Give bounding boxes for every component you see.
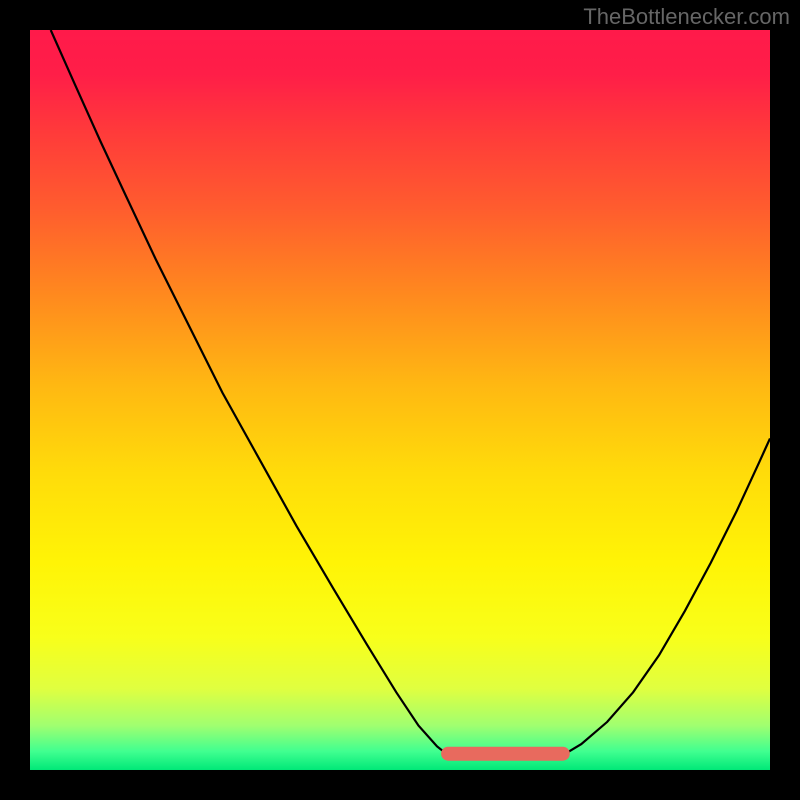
watermark-text: TheBottlenecker.com <box>583 4 790 30</box>
chart-background <box>30 30 770 770</box>
chart-svg <box>30 30 770 770</box>
plot-area <box>30 30 770 770</box>
